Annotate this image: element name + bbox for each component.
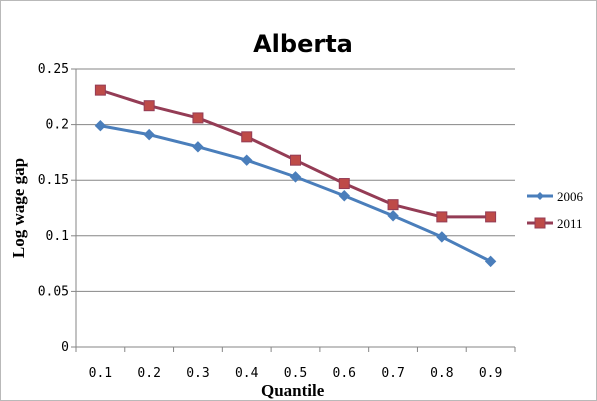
data-point-2006	[94, 120, 107, 132]
x-tick-labels: 0.1 0.2 0.3 0.4 0.5 0.6 0.7 0.8 0.9	[89, 366, 503, 381]
data-point-2011	[387, 199, 399, 211]
x-tick-label: 0.4	[235, 366, 259, 381]
data-point-2006	[436, 231, 448, 243]
x-tick-label: 0.1	[89, 366, 112, 381]
y-axis-label: Log wage gap	[9, 158, 28, 258]
legend-marker-2006	[536, 192, 544, 200]
x-tick-label: 0.5	[284, 366, 307, 381]
y-tick-label: 0.1	[46, 229, 69, 244]
series-line-2011	[99, 88, 491, 219]
x-tick-label: 0.9	[479, 366, 502, 381]
y-tick-label: 0.2	[46, 118, 69, 133]
x-tick-label: 0.6	[333, 366, 356, 381]
data-point-2011	[241, 131, 253, 143]
y-tick-labels: 0 0.05 0.1 0.15 0.2 0.25	[38, 62, 69, 355]
data-point-2011	[290, 154, 301, 166]
y-tick-label: 0.05	[38, 284, 69, 299]
y-tick-label: 0.15	[38, 173, 69, 188]
legend-marker-2011	[534, 217, 546, 229]
data-point-2011	[338, 178, 350, 190]
data-point-2006	[484, 255, 497, 268]
series-group	[94, 84, 497, 268]
gridlines	[71, 68, 516, 352]
data-point-2006	[338, 190, 350, 202]
data-point-2011	[436, 211, 448, 223]
legend-label-2006: 2006	[557, 189, 584, 204]
x-tick-label: 0.3	[186, 366, 209, 381]
x-tick-label: 0.8	[430, 366, 453, 381]
data-point-2011	[485, 211, 497, 223]
data-point-2006	[289, 171, 302, 183]
data-point-2011	[192, 112, 204, 124]
legend-label-2011: 2011	[557, 216, 583, 231]
x-tick-label: 0.7	[381, 366, 404, 381]
chart-title: Alberta	[253, 30, 353, 58]
data-point-2006	[241, 154, 253, 166]
data-point-2011	[94, 84, 106, 96]
series-line-2006	[100, 124, 492, 263]
data-point-2011	[143, 100, 155, 112]
y-tick-label: 0.25	[38, 62, 69, 77]
y-tick-label: 0	[61, 340, 69, 355]
data-point-2006	[143, 128, 155, 141]
x-tick-label: 0.2	[137, 366, 160, 381]
data-point-2006	[387, 210, 399, 222]
legend: 2006 2011	[527, 189, 584, 231]
data-point-2006	[192, 141, 204, 153]
x-axis-label: Quantile	[261, 381, 325, 400]
